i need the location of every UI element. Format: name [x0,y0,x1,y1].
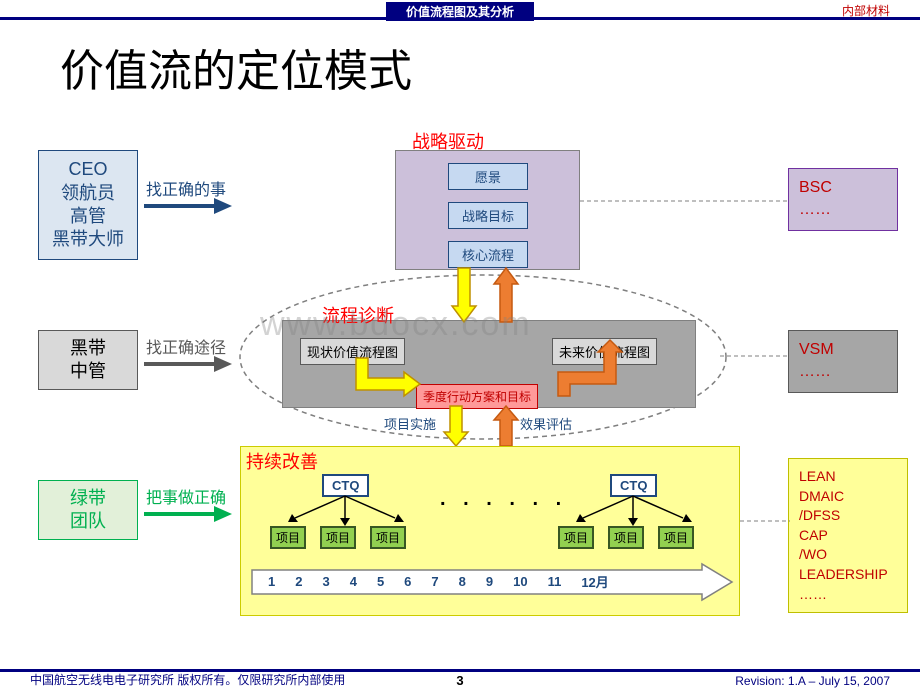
footer-right: Revision: 1.A – July 15, 2007 [735,674,890,688]
timeline-month: 2 [295,574,302,589]
role-top-l1: CEO [39,158,137,181]
arrow-action-future [558,340,622,396]
right-bot-l2: DMAIC [799,487,897,507]
line-strategy-right [580,200,790,202]
right-bot-l7: …… [799,585,897,605]
right-top: BSC …… [788,168,898,231]
right-bot-l6: LEADERSHIP [799,565,897,585]
footer-left: 中国航空无线电电子研究所 版权所有。仅限研究所内部使用 [30,671,345,688]
right-mid-l2: …… [799,361,887,383]
timeline-month: 4 [350,574,357,589]
right-top-l1: BSC [799,177,887,199]
proj-r1: 项目 [558,526,594,549]
timeline-month: 1 [268,574,275,589]
strategy-title: 战略驱动 [412,128,484,154]
proj-l3: 项目 [370,526,406,549]
right-top-l2: …… [799,199,887,221]
role-top-l2: 领航员 [39,182,137,205]
arrow-bot [144,504,234,524]
right-bot-l4: CAP [799,526,897,546]
role-bot-l1: 绿带 [39,487,137,510]
right-bot-l3: /DFSS [799,506,897,526]
diag-eval: 效果评估 [520,414,572,433]
line-diag-right [720,355,790,357]
role-mid-l1: 黑带 [39,337,137,360]
timeline-month: 10 [513,574,527,589]
role-mid: 黑带 中管 [38,330,138,390]
proj-l2: 项目 [320,526,356,549]
right-bot: LEAN DMAIC /DFSS CAP /WO LEADERSHIP …… [788,458,908,613]
improve-dots: . . . . . . [440,488,567,511]
role-bot: 绿带 团队 [38,480,138,540]
timeline-month: 9 [486,574,493,589]
diag-title: 流程诊断 [322,302,394,328]
role-top: CEO 领航员 高管 黑带大师 [38,150,138,260]
arrow-mid [144,354,234,374]
proj-r3: 项目 [658,526,694,549]
arrow-down-strategy [452,268,476,322]
footer-page: 3 [456,673,463,688]
arrow-current-action [356,358,420,396]
timeline-month: 7 [431,574,438,589]
role-top-l4: 黑带大师 [39,228,137,251]
timeline-month: 8 [459,574,466,589]
strategy-box-1: 愿景 [448,163,528,190]
timeline-month: 6 [404,574,411,589]
diag-impl: 项目实施 [384,414,436,433]
ctq-left-lines [280,496,410,526]
strategy-box-3: 核心流程 [448,241,528,268]
timeline: 1 2 3 4 5 6 7 8 9 10 11 12月 [258,572,718,591]
header-bar-title: 价值流程图及其分析 [386,2,534,21]
timeline-month: 3 [322,574,329,589]
ctq-left: CTQ [322,474,369,497]
arrow-up-eval [494,406,518,446]
ctq-right-lines [568,496,698,526]
timeline-month: 12月 [581,572,608,591]
right-bot-l5: /WO [799,545,897,565]
improve-title: 持续改善 [246,448,318,474]
arrow-down-impl [444,406,468,446]
line-improve-right [740,520,790,522]
right-mid-l1: VSM [799,339,887,361]
diag-action: 季度行动方案和目标 [416,384,538,409]
right-mid: VSM …… [788,330,898,393]
proj-l1: 项目 [270,526,306,549]
arrow-top [144,196,234,216]
role-mid-l2: 中管 [39,360,137,383]
internal-tag: 内部材料 [842,2,890,19]
strategy-box-2: 战略目标 [448,202,528,229]
arrow-up-strategy [494,268,518,322]
ctq-right: CTQ [610,474,657,497]
role-bot-l2: 团队 [39,510,137,533]
right-bot-l1: LEAN [799,467,897,487]
timeline-month: 5 [377,574,384,589]
page-title: 价值流的定位模式 [60,35,412,99]
timeline-month: 11 [548,574,562,589]
role-top-l3: 高管 [39,205,137,228]
proj-r2: 项目 [608,526,644,549]
